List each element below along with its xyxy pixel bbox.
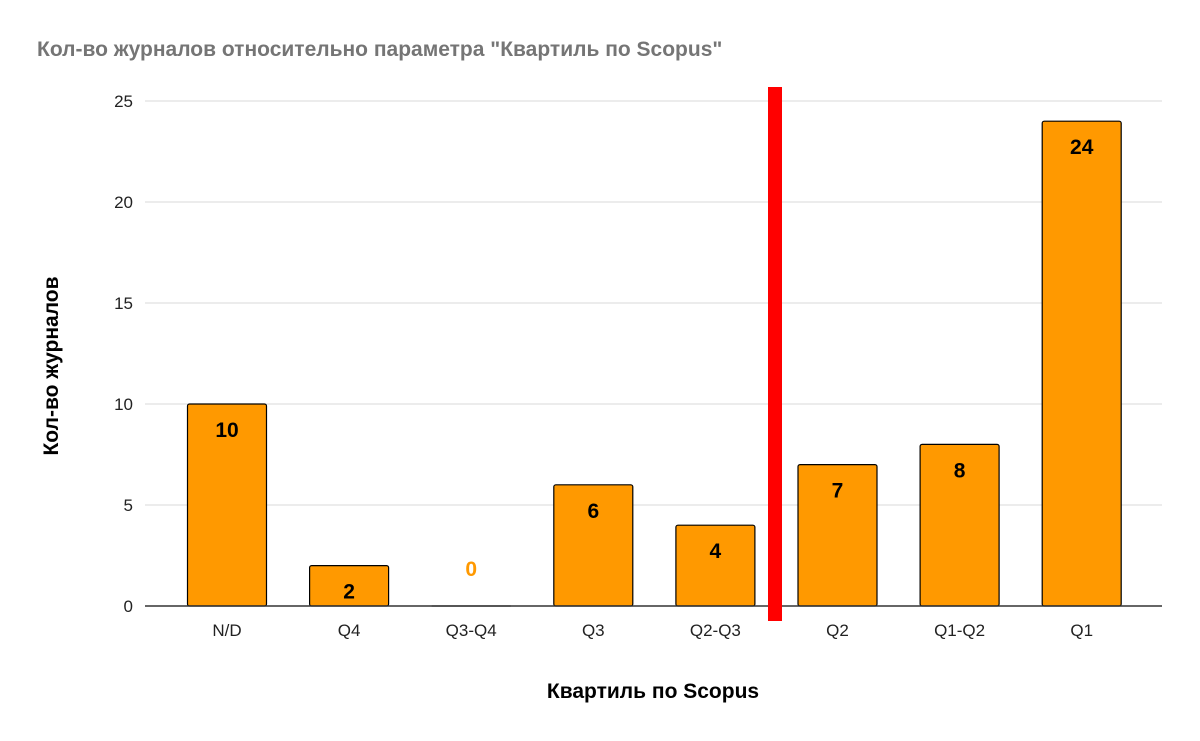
y-tick-label: 25 <box>114 92 133 111</box>
y-axis-ticks: 0 5 10 15 20 25 <box>114 92 133 616</box>
bar-q2-q3 <box>675 524 756 607</box>
x-tick-label: Q2 <box>826 621 849 640</box>
x-tick-label: Q2-Q3 <box>690 621 741 640</box>
data-label: 0 <box>465 558 477 581</box>
bars <box>186 120 1122 607</box>
y-tick-label: 0 <box>124 597 133 616</box>
x-axis-title: Квартиль по Scopus <box>547 680 759 703</box>
x-tick-label: N/D <box>212 621 241 640</box>
y-tick-label: 10 <box>114 395 133 414</box>
data-label: 2 <box>343 581 355 604</box>
x-axis-ticks: N/D Q4 Q3-Q4 Q3 Q2-Q3 Q2 Q1-Q2 Q1 <box>212 621 1093 640</box>
data-label: 24 <box>1070 136 1094 159</box>
data-label: 7 <box>832 480 844 503</box>
x-tick-label: Q1-Q2 <box>934 621 985 640</box>
data-label: 4 <box>710 540 722 563</box>
y-tick-label: 5 <box>124 496 133 515</box>
chart-title: Кол-во журналов относительно параметра "… <box>37 38 723 61</box>
x-tick-label: Q4 <box>338 621 361 640</box>
gridlines <box>145 100 1162 506</box>
divider-line <box>768 87 782 621</box>
y-tick-label: 15 <box>114 294 133 313</box>
bar-q1 <box>1041 120 1122 607</box>
data-label: 6 <box>587 500 599 523</box>
data-label: 8 <box>954 459 966 482</box>
data-label: 10 <box>215 419 238 442</box>
y-axis-title: Кол-во журналов <box>40 276 63 455</box>
x-tick-label: Q1 <box>1070 621 1093 640</box>
y-tick-label: 20 <box>114 193 133 212</box>
data-labels: 10 2 0 6 4 7 8 24 <box>215 136 1093 603</box>
x-tick-label: Q3-Q4 <box>446 621 497 640</box>
x-tick-label: Q3 <box>582 621 605 640</box>
